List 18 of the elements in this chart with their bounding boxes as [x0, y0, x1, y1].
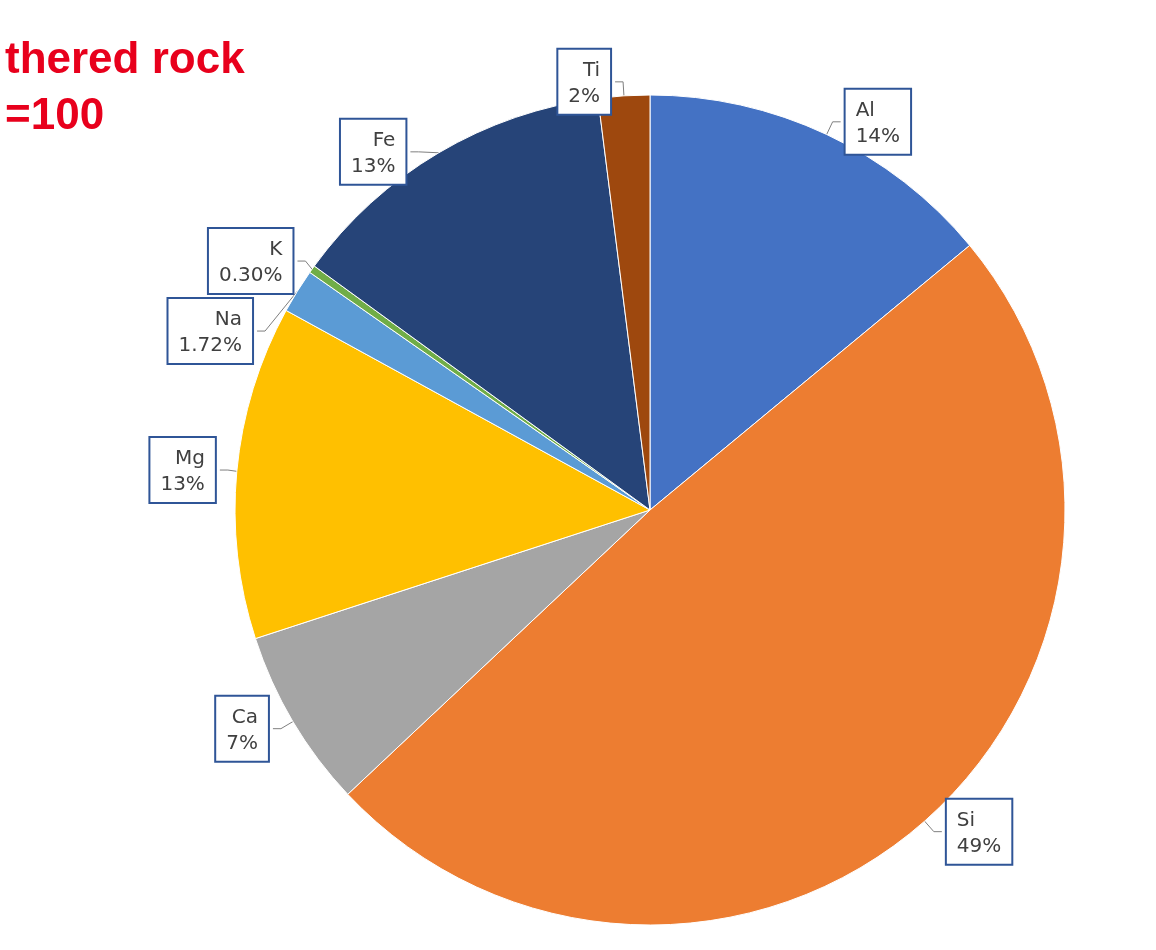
- slice-label: Na: [214, 306, 243, 331]
- data-label: 1.72%: [178, 332, 243, 357]
- data-label: 14%: [855, 122, 901, 147]
- slice-label: Ca: [231, 703, 258, 728]
- text: =100: [5, 88, 105, 138]
- slice-label: Si: [956, 806, 976, 831]
- chart-title: thered rock: [5, 32, 246, 82]
- data-label: 2%: [568, 82, 601, 107]
- slice-label: Mg: [174, 445, 205, 470]
- data-label: 49%: [956, 832, 1002, 857]
- data-label: 0.30%: [218, 262, 283, 287]
- slice-label: Ti: [581, 56, 601, 81]
- data-label: 13%: [350, 152, 396, 177]
- data-label: 13%: [160, 471, 205, 496]
- data-label: 7%: [226, 729, 258, 754]
- slice-label: Al: [855, 96, 875, 121]
- slice-label: Fe: [372, 126, 396, 151]
- slice-label: K: [269, 236, 284, 261]
